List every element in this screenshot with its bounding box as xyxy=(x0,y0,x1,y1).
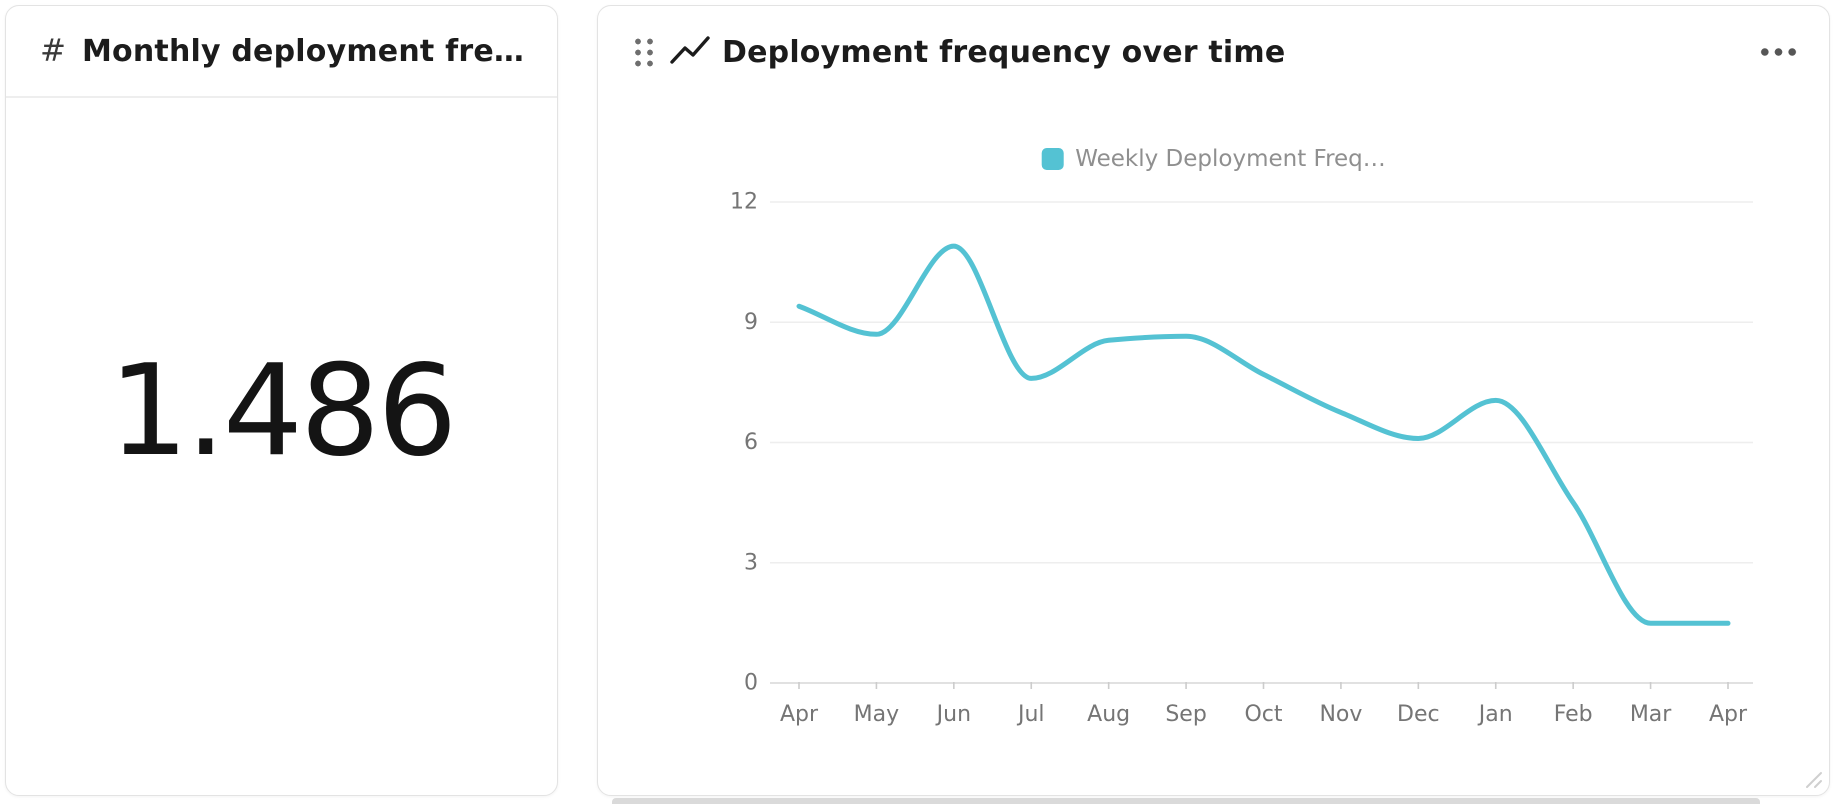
svg-text:Apr: Apr xyxy=(1709,702,1748,727)
deployment-frequency-chart: 0 3 6 9 12 Apr May Jun Jul Aug Sep Oct Nov Dec Jan Feb M… xyxy=(730,190,1753,728)
svg-text:Feb: Feb xyxy=(1554,702,1593,727)
more-menu-button[interactable] xyxy=(1758,39,1799,65)
svg-text:Sep: Sep xyxy=(1165,702,1206,727)
number-metric-icon: # xyxy=(40,33,66,69)
next-widget-edge xyxy=(612,798,1760,804)
svg-text:Jun: Jun xyxy=(935,702,971,727)
metric-value: 1.486 xyxy=(108,337,458,484)
legend-swatch xyxy=(1041,148,1064,170)
svg-text:Jan: Jan xyxy=(1477,702,1513,727)
metric-widget-title: Monthly deployment frequen… xyxy=(81,33,527,69)
metric-widget: # Monthly deployment frequen… 1.486 xyxy=(5,5,558,796)
chart-legend[interactable]: Weekly Deployment Freq… xyxy=(1041,146,1386,172)
svg-text:Aug: Aug xyxy=(1087,702,1130,727)
svg-text:6: 6 xyxy=(744,430,758,455)
svg-text:9: 9 xyxy=(744,310,758,335)
svg-text:Jul: Jul xyxy=(1016,702,1045,727)
chart-widget: Deployment frequency over time Weekly De… xyxy=(597,5,1830,796)
gridlines xyxy=(770,201,1753,689)
svg-text:0: 0 xyxy=(744,671,758,696)
svg-text:3: 3 xyxy=(744,550,758,575)
svg-text:12: 12 xyxy=(730,190,758,215)
chart-line xyxy=(796,243,1731,626)
svg-text:Mar: Mar xyxy=(1630,702,1672,727)
legend-label: Weekly Deployment Freq… xyxy=(1075,146,1386,172)
axis-labels: 0 3 6 9 12 Apr May Jun Jul Aug Sep Oct Nov Dec Jan Feb M… xyxy=(730,190,1748,728)
svg-text:May: May xyxy=(854,702,899,727)
drag-handle-icon[interactable] xyxy=(632,35,656,69)
metric-widget-header: # Monthly deployment frequen… xyxy=(6,6,557,98)
svg-text:Oct: Oct xyxy=(1244,702,1282,727)
line-chart-icon xyxy=(670,36,710,64)
chart-widget-header: Deployment frequency over time xyxy=(598,6,1829,98)
svg-text:Dec: Dec xyxy=(1397,702,1440,727)
resize-handle[interactable] xyxy=(1803,769,1823,789)
chart-widget-title: Deployment frequency over time xyxy=(722,34,1286,70)
svg-text:Apr: Apr xyxy=(780,702,819,727)
resize-grip-icon xyxy=(1806,772,1822,788)
svg-text:Nov: Nov xyxy=(1319,702,1362,727)
